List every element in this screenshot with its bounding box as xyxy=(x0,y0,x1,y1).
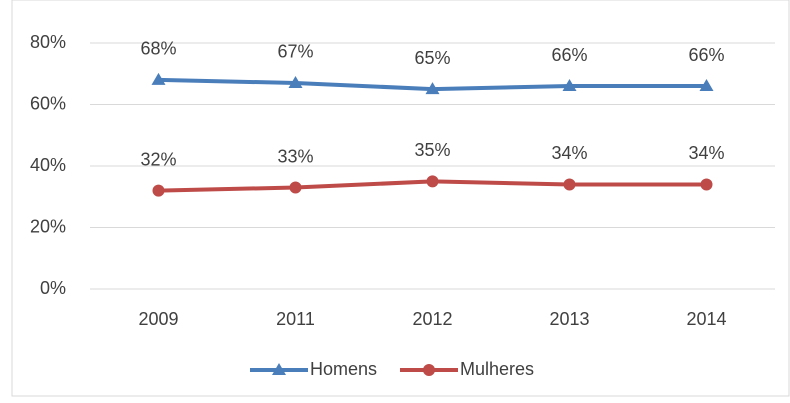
data-label: 68% xyxy=(140,39,176,59)
marker xyxy=(151,72,166,85)
data-label: 34% xyxy=(551,143,587,163)
marker xyxy=(700,178,713,191)
legend-label: Homens xyxy=(310,359,377,379)
data-label: 33% xyxy=(277,146,313,166)
x-tick-label: 2013 xyxy=(549,309,589,329)
data-label: 67% xyxy=(277,42,313,62)
data-label: 32% xyxy=(140,149,176,169)
y-tick-label: 80% xyxy=(30,32,66,52)
marker xyxy=(699,79,714,92)
data-label: 66% xyxy=(688,45,724,65)
x-tick-label: 2014 xyxy=(686,309,726,329)
marker xyxy=(563,178,576,191)
marker xyxy=(423,364,435,376)
x-tick-label: 2009 xyxy=(138,309,178,329)
marker xyxy=(272,363,286,375)
data-label: 66% xyxy=(551,45,587,65)
y-tick-label: 0% xyxy=(40,278,66,298)
marker xyxy=(288,75,303,88)
data-label: 34% xyxy=(688,143,724,163)
marker xyxy=(289,181,302,194)
x-tick-label: 2012 xyxy=(412,309,452,329)
legend-label: Mulheres xyxy=(460,359,534,379)
data-label: 35% xyxy=(414,140,450,160)
y-tick-label: 40% xyxy=(30,155,66,175)
y-tick-label: 60% xyxy=(30,93,66,113)
y-tick-label: 20% xyxy=(30,216,66,236)
marker xyxy=(152,184,165,197)
data-label: 65% xyxy=(414,48,450,68)
x-tick-label: 2011 xyxy=(276,309,315,329)
marker xyxy=(426,175,439,188)
marker xyxy=(562,79,577,92)
chart-border xyxy=(11,0,790,397)
marker xyxy=(425,82,440,95)
